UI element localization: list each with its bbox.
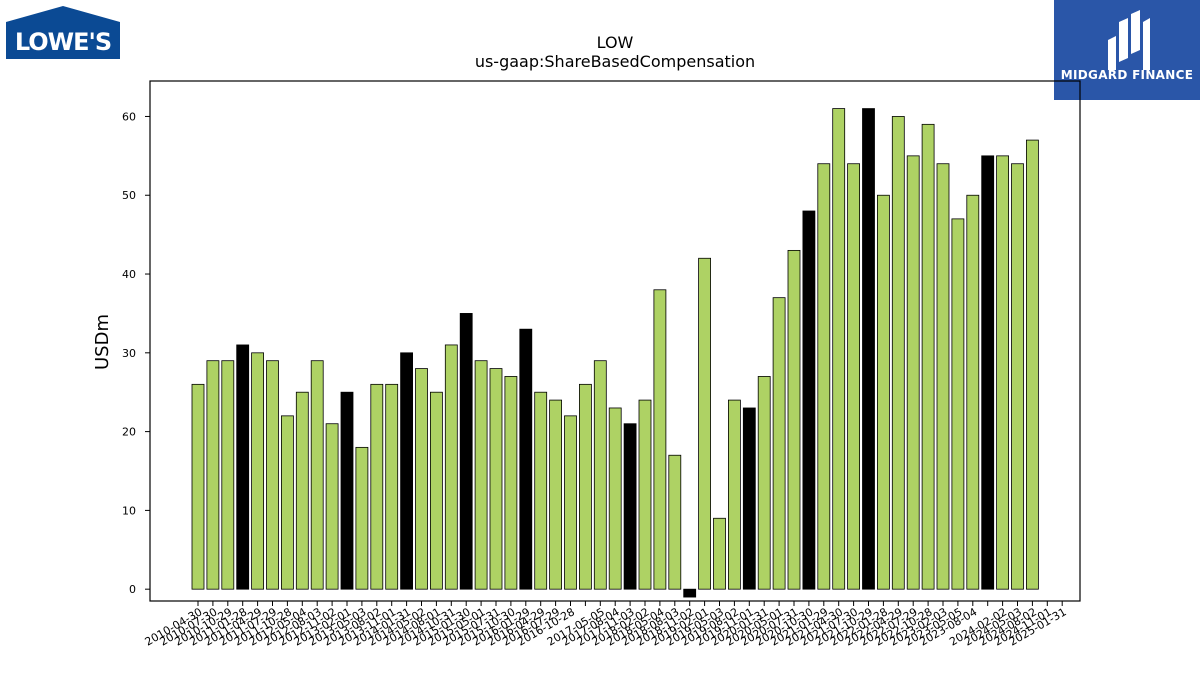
bar-2014-08-01 [429,391,443,590]
bar-2011-10-28 [280,415,294,590]
y-axis-label: USDm [92,314,113,370]
bar-2020-05-01 [772,297,786,590]
bar-2011-04-29 [251,352,265,590]
bar-2013-11-01 [385,383,399,590]
bar-2020-10-30 [802,210,816,590]
bar-2013-08-02 [370,383,384,590]
bar-2017-05-05 [593,360,607,590]
bar-2022-07-29 [906,155,920,590]
bar-2024-05-03 [1011,163,1024,590]
chart-subtitle: us-gaap:ShareBasedCompensation [474,52,756,71]
y-tick-label: 40 [122,268,136,281]
bar-2018-08-03 [668,454,682,590]
bar-2019-11-01 [742,407,756,590]
bar-2016-01-29 [519,328,533,590]
bar-2019-05-03 [713,517,726,590]
bar-2015-01-30 [459,313,473,590]
bar-2017-02-03 [579,383,592,590]
bar-2018-02-02 [638,399,652,590]
bar-2024-02-02 [996,155,1009,590]
midgard-emblem-icon [1108,10,1150,70]
bar-2023-11-03 [981,155,995,590]
bar-2022-04-29 [891,116,905,590]
bar-2012-05-04 [295,391,309,590]
bar-2023-02-03 [936,163,950,590]
midgard-finance-logo: MIDGARD FINANCE [1054,0,1200,100]
bar-2022-01-28 [877,194,890,590]
bar-2019-02-01 [698,257,711,590]
bar-2014-01-31 [400,352,414,590]
bar-2015-07-31 [489,368,503,590]
plot-frame [149,80,1081,602]
bar-2020-01-31 [757,376,771,590]
lowes-logo-shape [6,6,120,59]
bar-2023-08-04 [966,194,980,590]
bar-2022-10-28 [921,123,935,590]
bar-2024-08-02 [1026,139,1039,590]
bar-2015-05-01 [474,360,488,590]
x-axis: 2010-04-302010-07-302010-10-292011-01-28… [143,601,1069,649]
bar-2019-08-02 [728,399,741,590]
bar-2018-11-02 [683,588,697,598]
bar-2015-10-30 [504,376,518,590]
bar-2017-08-04 [608,407,622,590]
y-tick-label: 30 [122,347,136,360]
bar-2011-07-29 [266,360,279,590]
y-tick-label: 50 [122,189,136,202]
bar-2011-01-28 [236,344,250,590]
bar-2021-07-30 [847,163,860,590]
bar-2013-02-01 [340,391,354,590]
bar-2010-04-30 [191,383,205,590]
bar-2020-07-31 [787,249,801,590]
bar-2016-04-29 [534,391,548,590]
bar-2013-05-03 [355,446,369,590]
y-axis: 0 10 20 30 40 50 60 [122,110,150,596]
bar-2012-08-03 [310,360,324,590]
y-tick-label: 10 [122,504,136,517]
bar-2010-10-29 [221,360,235,590]
bars-group [191,108,1039,598]
bar-2016-07-29 [549,399,562,590]
bar-2016-10-28 [564,415,577,590]
lowes-logo: LOWE'S [6,6,120,59]
chart-title: LOW [596,33,634,52]
bar-2014-10-31 [444,344,458,590]
midgard-finance-text: MIDGARD FINANCE [1060,68,1194,82]
bar-2010-07-30 [206,360,220,590]
bar-2023-05-05 [951,218,965,590]
bar-2021-10-29 [862,108,875,590]
bar-2014-05-02 [415,368,428,590]
y-tick-label: 60 [122,110,136,123]
y-tick-label: 0 [129,583,136,596]
bar-2017-11-03 [623,423,637,590]
lowes-logo-text: LOWE'S [14,28,112,56]
bar-2018-05-04 [653,289,667,590]
bar-2012-11-02 [325,423,339,590]
bar-2021-04-30 [832,108,846,590]
lowes-logo-house-shape [6,6,120,59]
y-tick-label: 20 [122,426,136,439]
bar-2021-01-29 [817,163,831,590]
